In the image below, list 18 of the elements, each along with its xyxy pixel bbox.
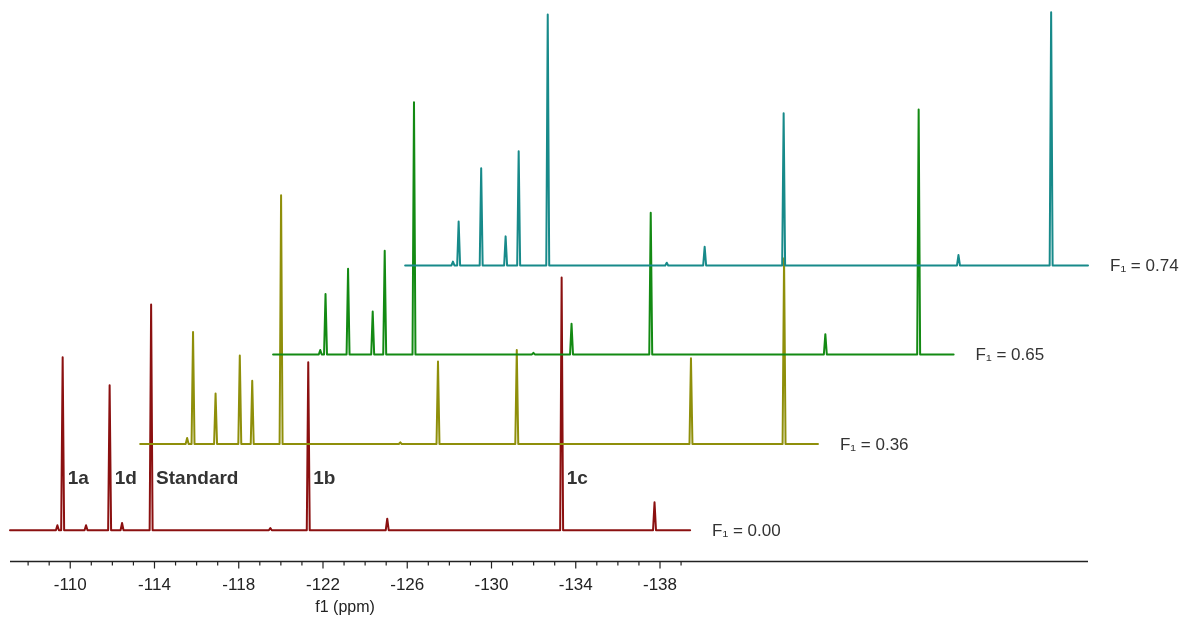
annotation: Standard xyxy=(156,466,239,488)
x-tick-label: -126 xyxy=(390,574,425,594)
series-label: F₁ = 0.00 xyxy=(712,521,781,541)
annotation: 1c xyxy=(566,466,589,488)
x-tick-label: -122 xyxy=(305,574,341,594)
annotation: 1d xyxy=(114,466,137,488)
series-label: F₁ = 0.74 xyxy=(1110,256,1179,276)
x-tick-label: -118 xyxy=(222,574,256,594)
x-tick-label: -134 xyxy=(558,574,593,594)
x-tick-label: -114 xyxy=(138,574,171,594)
series-label: F₁ = 0.65 xyxy=(975,345,1045,365)
x-tick-label: -110 xyxy=(53,574,87,594)
x-axis-title: f1 (ppm) xyxy=(315,598,375,615)
series-label: F₁ = 0.36 xyxy=(839,434,909,454)
annotation: 1b xyxy=(313,466,336,488)
annotation: 1a xyxy=(67,466,90,488)
x-tick-label: -130 xyxy=(474,574,509,594)
x-tick-label: -138 xyxy=(642,574,678,594)
